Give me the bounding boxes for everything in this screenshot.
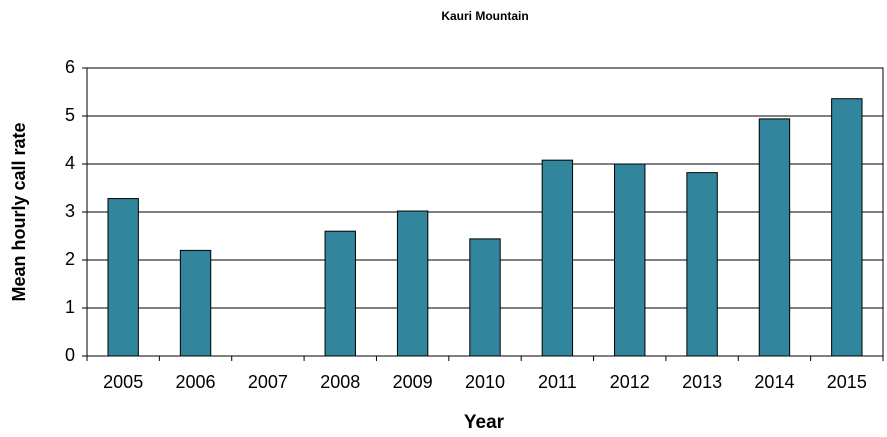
y-axis-label: Mean hourly call rate (9, 122, 29, 301)
bar (396, 210, 429, 357)
bar (469, 238, 501, 357)
y-tick-label: 1 (65, 297, 75, 317)
bar (758, 118, 791, 357)
y-tick-label: 0 (65, 345, 75, 365)
y-tick-label: 6 (65, 57, 75, 77)
bar (614, 163, 646, 357)
x-tick-label: 2007 (248, 372, 288, 392)
chart-title: Kauri Mountain (441, 9, 528, 23)
x-tick-label: 2009 (393, 372, 433, 392)
bar (107, 198, 139, 357)
y-tick-label: 4 (65, 153, 75, 173)
x-tick-label: 2006 (176, 372, 216, 392)
x-tick-label: 2012 (610, 372, 650, 392)
bar (541, 159, 574, 357)
x-tick-label: 2008 (320, 372, 360, 392)
x-axis-label: Year (464, 412, 505, 433)
x-tick-label: 2011 (538, 372, 577, 392)
bar (686, 172, 718, 357)
y-tick-label: 3 (65, 201, 75, 221)
y-tick-label: 5 (65, 105, 75, 125)
y-tick-label: 2 (65, 249, 75, 269)
bar (324, 230, 356, 357)
x-tick-label: 2010 (465, 372, 505, 392)
x-tick-label: 2013 (682, 372, 722, 392)
x-tick-label: 2014 (754, 372, 794, 392)
x-tick-label: 2015 (827, 372, 867, 392)
bar (831, 98, 863, 357)
x-tick-label: 2005 (103, 372, 143, 392)
bar (179, 249, 212, 357)
